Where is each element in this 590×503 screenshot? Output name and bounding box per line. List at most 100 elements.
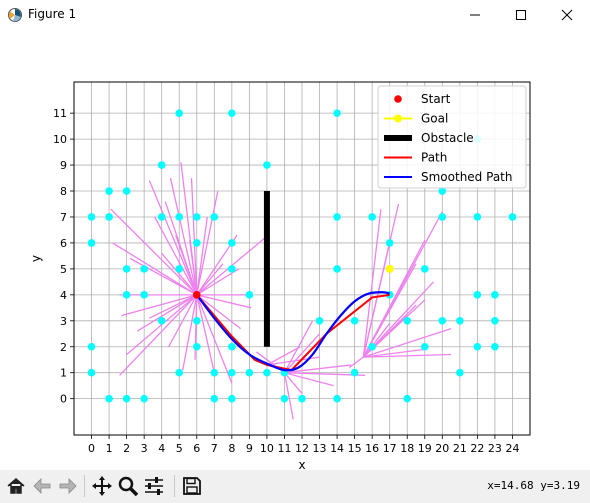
back-button[interactable] [30, 474, 54, 498]
title-bar: Figure 1 [0, 0, 590, 30]
window-title: Figure 1 [28, 7, 77, 21]
roadmap-edge [121, 294, 197, 317]
sample-node [157, 316, 166, 325]
x-tick-label: 1 [106, 442, 113, 455]
sample-node [210, 213, 219, 221]
sample-node [245, 291, 254, 299]
home-button[interactable] [4, 474, 28, 498]
roadmap-edge [266, 346, 301, 366]
roadmap-edge [362, 322, 391, 358]
sample-node [350, 368, 359, 377]
roadmap-edge [283, 372, 294, 420]
configure-subplots-button[interactable] [142, 474, 166, 498]
close-button[interactable] [544, 0, 590, 30]
smoothed-path-line [195, 291, 390, 372]
close-icon [561, 9, 573, 21]
sample-node [403, 394, 412, 403]
roadmap-chart: 0 1 2 3 4 5 6 7 8 9 10 11 12 13 14 15 16 17 18 19 20 21 22 23 24… [29, 81, 531, 472]
roadmap-edge [110, 208, 198, 296]
app-icon [7, 7, 23, 23]
pan-button[interactable] [90, 474, 114, 498]
legend-swatch-start [394, 95, 402, 103]
sample-node [333, 265, 341, 273]
roadmap-edge [284, 364, 352, 374]
roadmap-edge [363, 353, 452, 358]
pan-icon [92, 476, 112, 496]
sample-node [438, 213, 447, 221]
roadmap-edge [266, 356, 320, 366]
x-tick-label: 14 [330, 442, 344, 455]
sample-node [508, 213, 517, 221]
forward-button[interactable] [56, 474, 80, 498]
roadmap-edge [149, 294, 198, 319]
sample-node [192, 316, 201, 325]
roadmap-edge [169, 177, 198, 295]
sample-node [438, 316, 447, 325]
y-axis-label: y [29, 255, 43, 262]
minimize-button[interactable] [452, 0, 498, 30]
y-tick-label: 7 [60, 211, 67, 224]
y-tick-label: 4 [60, 289, 67, 302]
maximize-button[interactable] [498, 0, 544, 30]
sample-node [491, 291, 499, 299]
x-tick-label: 19 [418, 442, 432, 455]
x-tick-label: 15 [348, 442, 362, 455]
legend-box [377, 85, 527, 189]
sample-node [228, 342, 236, 351]
sample-node [192, 213, 201, 221]
x-tick-label: 23 [488, 442, 502, 455]
home-icon [7, 478, 25, 494]
sample-node [333, 394, 341, 403]
legend-entry-label: Start [421, 92, 451, 106]
cursor-coordinates: x=14.68 y=3.19 [487, 479, 580, 492]
x-tick-label: 5 [176, 442, 183, 455]
y-tick-label: 1 [60, 367, 67, 380]
x-tick-label: 4 [158, 442, 165, 455]
sample-node [210, 394, 219, 403]
x-tick-label: 18 [400, 442, 414, 455]
x-tick-label: 16 [365, 442, 379, 455]
sample-node [368, 213, 376, 221]
sample-node [105, 187, 113, 195]
sample-node [87, 213, 96, 221]
sample-node [157, 161, 166, 169]
roadmap-edge [283, 333, 321, 374]
roadmap-edge [363, 327, 452, 358]
sample-node [420, 342, 429, 351]
sample-node [87, 368, 96, 377]
path-line [196, 293, 390, 372]
roadmap-edge [284, 372, 334, 387]
figure-canvas[interactable]: 0 1 2 3 4 5 6 7 8 9 10 11 12 13 14 15 16 17 18 19 20 21 22 23 24… [0, 30, 590, 472]
zoom-button[interactable] [116, 474, 140, 498]
x-tick-label: 8 [228, 442, 235, 455]
sample-node [263, 161, 271, 169]
sample-node [140, 394, 148, 403]
sample-node [105, 213, 113, 221]
y-tick-label: 3 [60, 315, 67, 328]
roadmap-edge [136, 294, 198, 332]
start-marker [192, 291, 201, 299]
sample-node [456, 368, 464, 377]
sample-node [192, 342, 201, 351]
navigation-toolbar: x=14.68 y=3.19 [0, 470, 590, 503]
sample-node [122, 265, 131, 273]
sample-node [420, 265, 429, 273]
x-tick-label: 2 [123, 442, 130, 455]
sample-node [140, 265, 148, 273]
save-button[interactable] [180, 474, 204, 498]
roadmap-edge [283, 372, 303, 394]
y-tick-label: 11 [53, 107, 67, 120]
x-tick-label: 10 [260, 442, 274, 455]
roadmap-edge [283, 320, 314, 374]
legend-swatch-goal-dot [394, 114, 402, 123]
sample-node [175, 368, 184, 377]
sample-node [228, 265, 236, 273]
roadmap-edge [362, 242, 391, 358]
sample-node [456, 316, 464, 325]
roadmap-edge [196, 216, 208, 295]
sample-node [105, 394, 113, 403]
sample-node [333, 213, 341, 221]
roadmap-edge [190, 178, 198, 295]
roadmap-edge [168, 294, 198, 348]
roadmap-edge [129, 257, 198, 296]
